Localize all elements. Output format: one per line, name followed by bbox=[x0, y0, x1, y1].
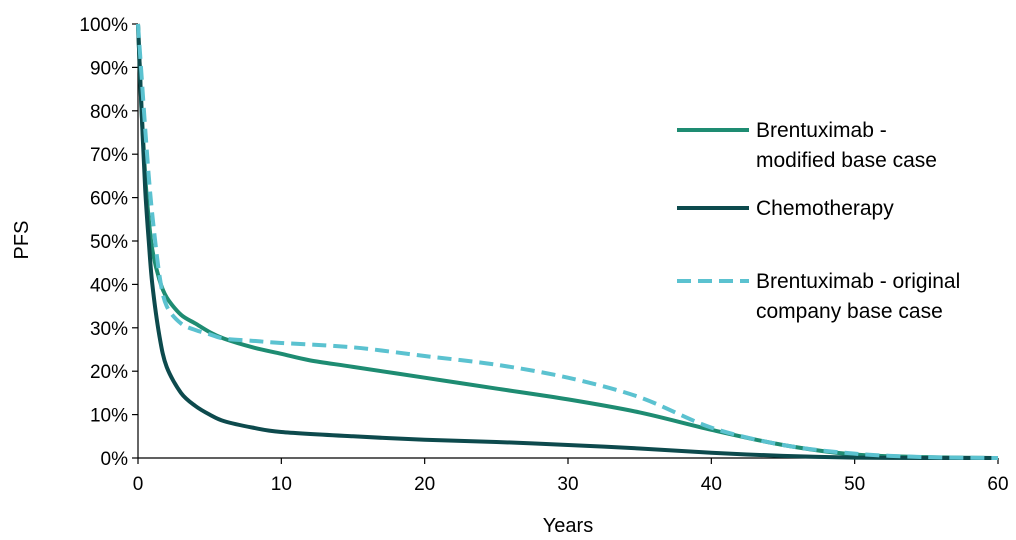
legend-label-0: Brentuximab - bbox=[756, 119, 887, 142]
y-tick-label: 20% bbox=[90, 362, 128, 383]
legend-label-1: Chemotherapy bbox=[756, 197, 894, 220]
y-tick-label: 40% bbox=[90, 275, 128, 296]
legend: Brentuximab - modified base case Chemother… bbox=[677, 119, 960, 323]
x-tick-label: 30 bbox=[557, 474, 578, 495]
y-tick-label: 10% bbox=[90, 406, 128, 427]
x-tick-labels: 0 10 20 30 40 50 60 bbox=[133, 474, 1009, 495]
series-line-2 bbox=[136, 23, 999, 460]
y-tick-label: 100% bbox=[79, 15, 128, 36]
y-tick-label: 50% bbox=[90, 232, 128, 253]
legend-label-2: company base case bbox=[756, 300, 943, 323]
legend-label-2: Brentuximab - original bbox=[756, 270, 960, 293]
y-tick-label: 70% bbox=[90, 145, 128, 166]
series-lines bbox=[136, 23, 999, 461]
x-tick-label: 20 bbox=[414, 474, 435, 495]
x-tick-label: 0 bbox=[133, 474, 144, 495]
x-tick-label: 60 bbox=[987, 474, 1008, 495]
series-line-0 bbox=[136, 23, 999, 460]
series-line-1 bbox=[136, 23, 998, 461]
y-tick-label: 80% bbox=[90, 102, 128, 123]
y-tick-label: 0% bbox=[101, 449, 129, 470]
y-tick-label: 30% bbox=[90, 319, 128, 340]
x-tick-label: 40 bbox=[701, 474, 722, 495]
y-tick-label: 60% bbox=[90, 189, 128, 210]
x-tick-label: 50 bbox=[844, 474, 865, 495]
y-tick-labels: 0% 10% 20% 30% 40% 50% 60% 70% 80% 90% 100% bbox=[79, 15, 128, 470]
x-axis-title: Years bbox=[543, 515, 593, 537]
x-tick-label: 10 bbox=[271, 474, 292, 495]
y-tick-label: 90% bbox=[90, 58, 128, 79]
y-axis-title: PFS bbox=[11, 221, 33, 260]
legend-label-0: modified base case bbox=[756, 149, 937, 172]
